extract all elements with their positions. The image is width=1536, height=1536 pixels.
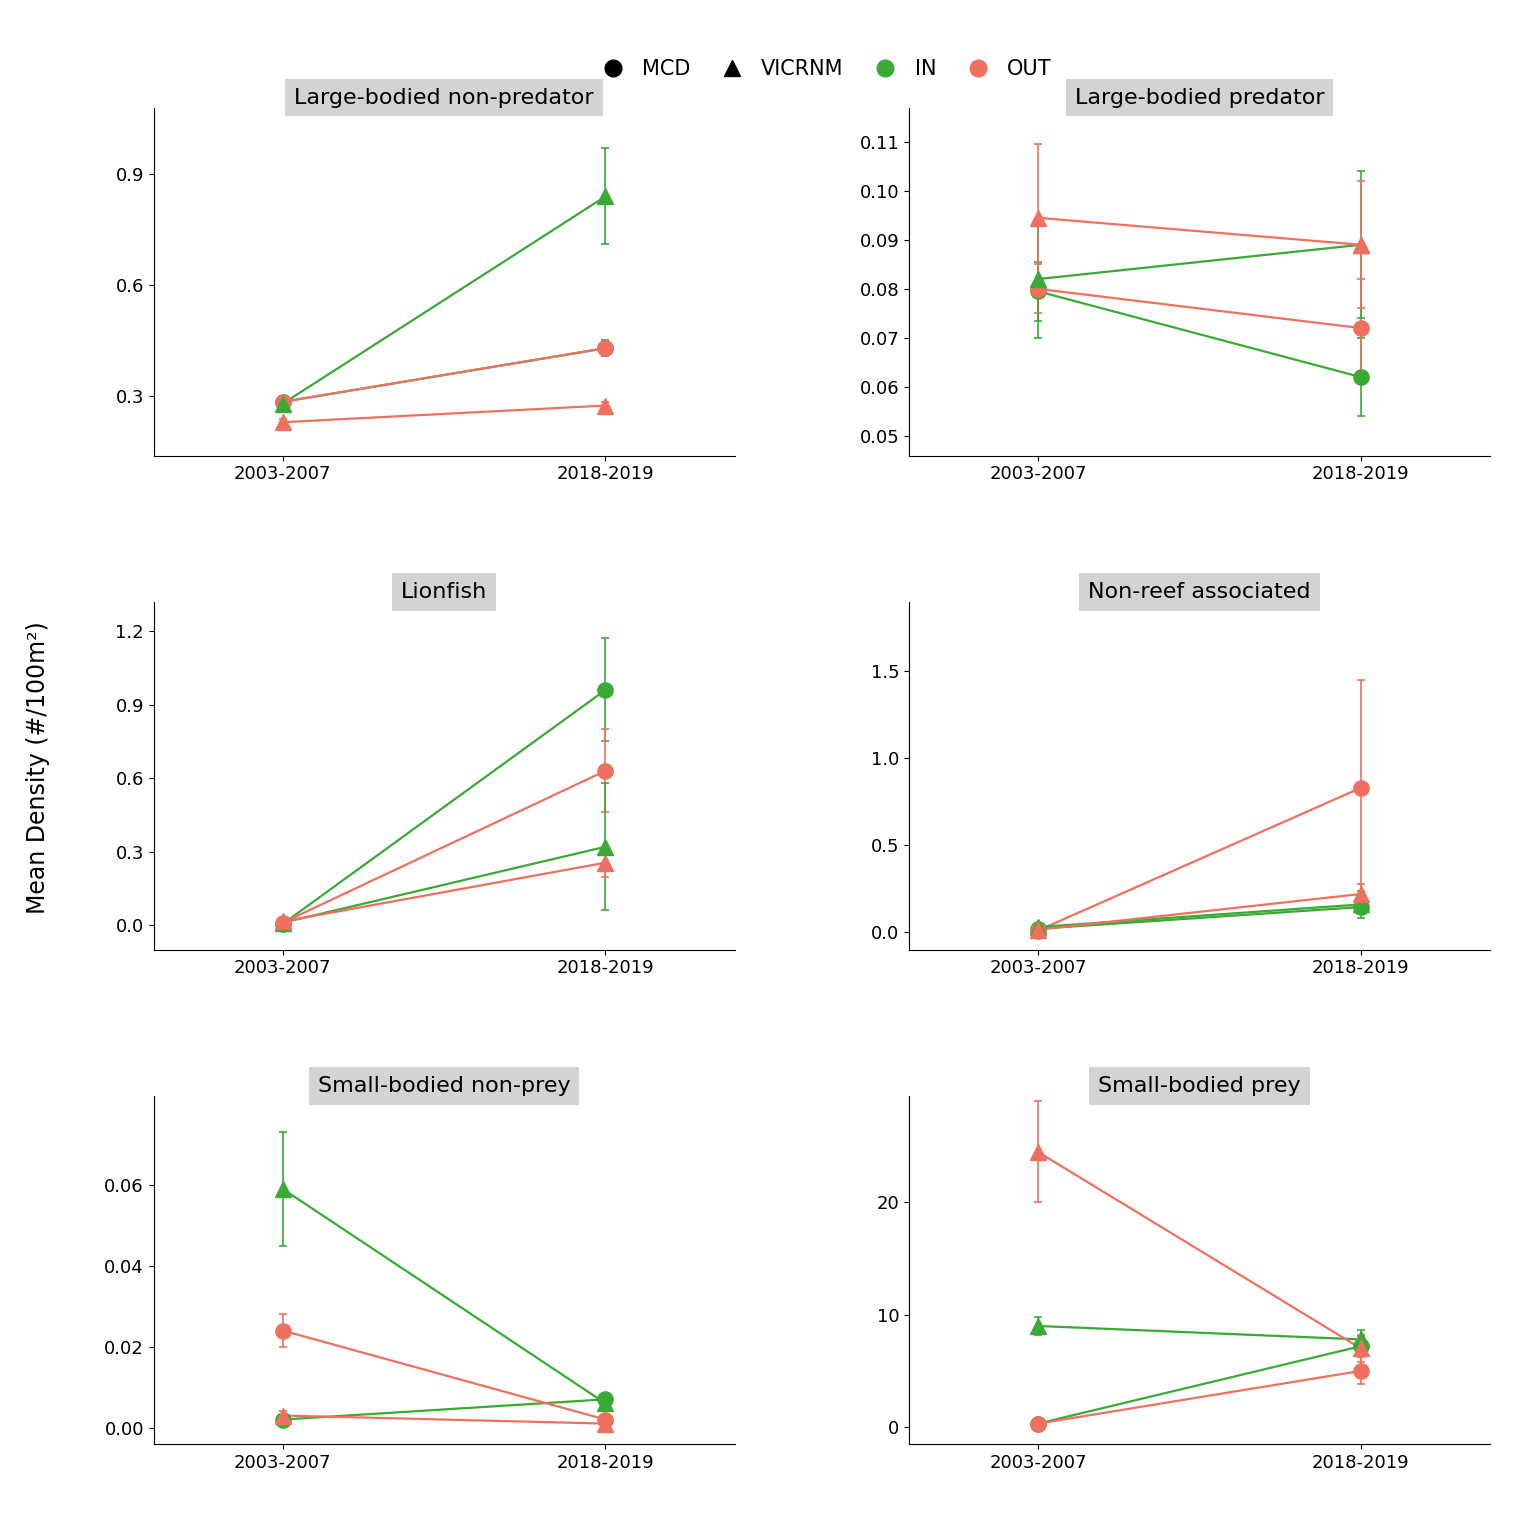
Text: Non-reef associated: Non-reef associated	[1087, 582, 1310, 602]
Text: Small-bodied non-prey: Small-bodied non-prey	[318, 1075, 570, 1095]
Text: Large-bodied non-predator: Large-bodied non-predator	[295, 88, 594, 108]
Text: Large-bodied predator: Large-bodied predator	[1075, 88, 1324, 108]
Text: Lionfish: Lionfish	[401, 582, 487, 602]
Text: Mean Density (#/100m²): Mean Density (#/100m²)	[26, 622, 51, 914]
Legend: MCD, VICRNM, IN, OUT: MCD, VICRNM, IN, OUT	[582, 49, 1061, 89]
Text: Small-bodied prey: Small-bodied prey	[1098, 1075, 1301, 1095]
